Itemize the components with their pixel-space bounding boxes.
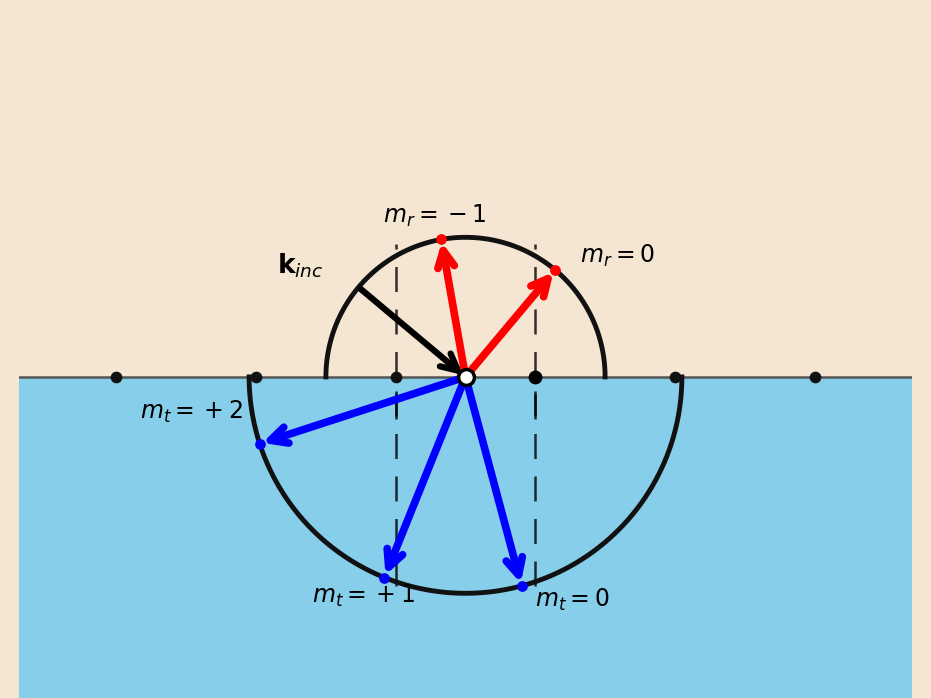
Point	[528, 371, 543, 383]
Text: $m_t = +1$: $m_t = +1$	[312, 583, 415, 609]
Point	[252, 438, 267, 450]
Text: $m_t = 0$: $m_t = 0$	[535, 587, 610, 613]
Text: $m_r = -1$: $m_r = -1$	[383, 202, 486, 229]
Point	[249, 371, 263, 383]
Point	[528, 371, 543, 383]
Point	[458, 371, 473, 383]
Text: $m_r = 0$: $m_r = 0$	[580, 243, 655, 269]
Text: $m_t = +2$: $m_t = +2$	[141, 399, 243, 425]
Point	[514, 580, 529, 591]
Point	[668, 371, 682, 383]
Point	[807, 371, 822, 383]
Point	[547, 265, 562, 276]
Point	[388, 371, 403, 383]
Text: $\mathbf{k}_{\mathit{inc}}$: $\mathbf{k}_{\mathit{inc}}$	[277, 252, 324, 280]
Bar	[19, 0, 912, 377]
Point	[434, 234, 449, 245]
Bar	[19, 377, 912, 698]
Point	[377, 572, 392, 583]
Point	[109, 371, 124, 383]
